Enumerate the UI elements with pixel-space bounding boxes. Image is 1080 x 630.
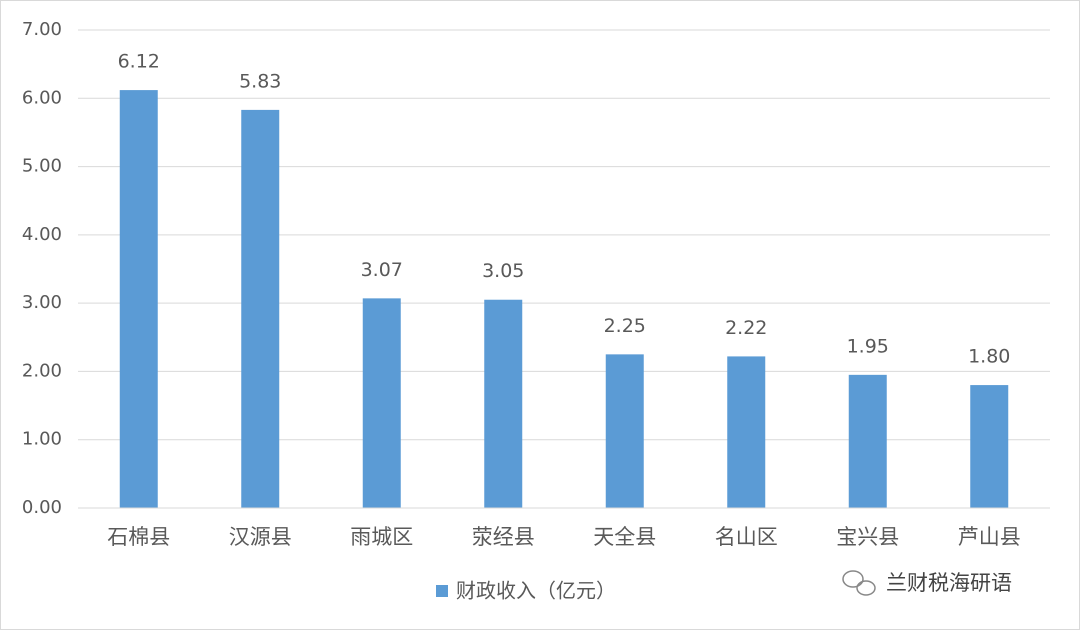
watermark: 兰财税海研语	[886, 571, 1012, 595]
y-tick-label: 0.00	[22, 497, 62, 518]
x-tick-label: 石棉县	[107, 525, 170, 549]
legend-swatch	[436, 585, 448, 597]
y-tick-label: 3.00	[22, 292, 62, 313]
data-label: 1.80	[968, 346, 1010, 368]
data-label: 6.12	[118, 51, 160, 73]
x-tick-label: 荥经县	[472, 525, 535, 549]
bar	[848, 374, 887, 508]
data-label: 5.83	[239, 70, 281, 92]
x-tick-label: 汉源县	[229, 525, 292, 549]
x-tick-label: 雨城区	[350, 525, 413, 549]
bar	[727, 356, 766, 508]
data-label: 2.25	[604, 315, 646, 337]
y-tick-label: 6.00	[22, 87, 62, 108]
data-label: 3.05	[482, 260, 524, 282]
watermark-halo: 兰财税海研语	[886, 571, 1012, 595]
y-tick-label: 1.00	[22, 429, 62, 450]
y-tick-label: 2.00	[22, 360, 62, 381]
bar	[241, 109, 280, 508]
x-tick-label: 宝兴县	[836, 525, 899, 549]
y-tick-label: 7.00	[22, 19, 62, 40]
data-label: 3.07	[361, 259, 403, 281]
x-tick-label: 芦山县	[958, 525, 1021, 549]
bar	[970, 385, 1009, 508]
bar	[605, 354, 644, 508]
bar	[484, 299, 523, 508]
legend-label: 财政收入（亿元）	[456, 579, 616, 603]
x-tick-label: 名山区	[715, 525, 778, 549]
y-tick-label: 5.00	[22, 156, 62, 177]
x-tick-label: 天全县	[593, 525, 656, 549]
bar	[119, 90, 158, 508]
watermark-icon	[842, 570, 876, 596]
bar	[362, 298, 401, 508]
data-label: 1.95	[847, 335, 889, 357]
y-tick-label: 4.00	[22, 224, 62, 245]
data-label: 2.22	[725, 317, 767, 339]
